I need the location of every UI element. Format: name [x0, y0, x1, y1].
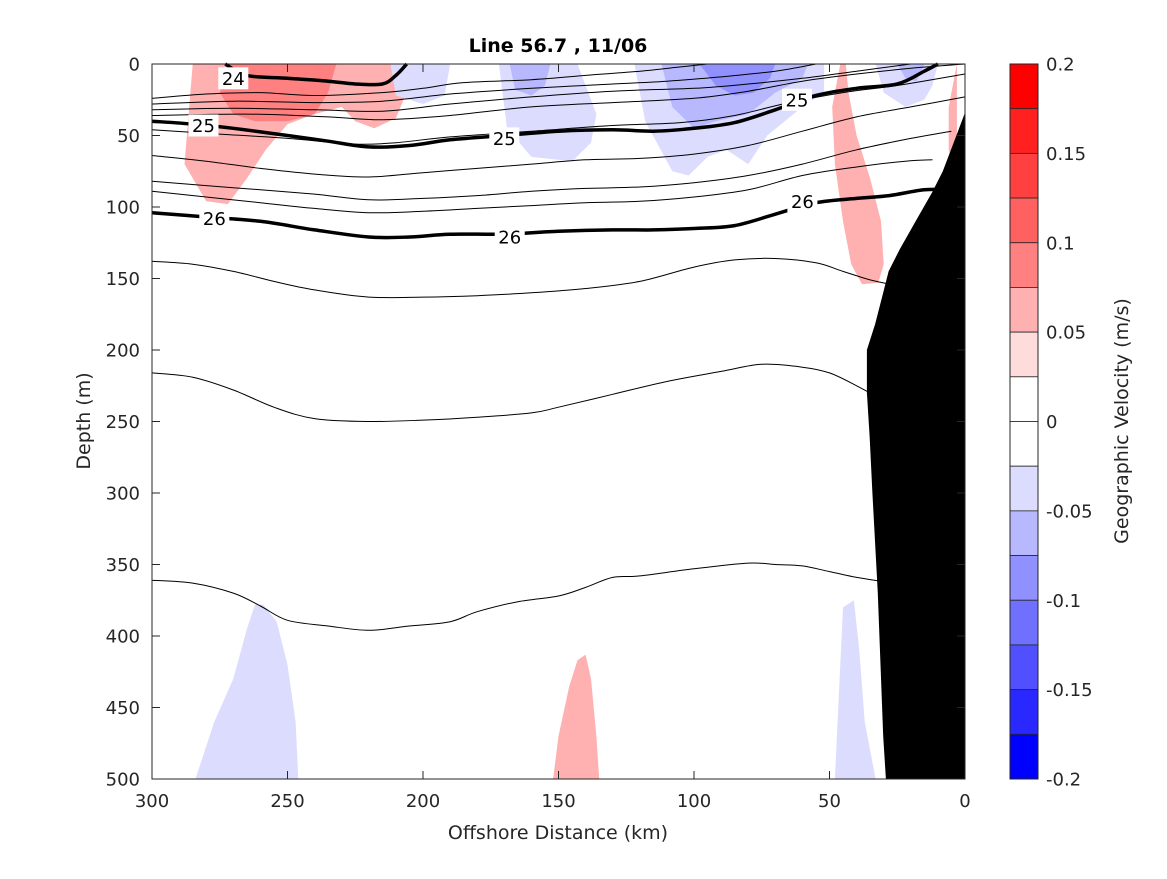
contour-label: 25: [493, 129, 516, 150]
isopycnal-contour: [151, 63, 708, 99]
contour-label: 25: [192, 116, 215, 137]
colorbar-swatch: [1009, 108, 1039, 154]
y-axis: 0 50 100 150 200 250 300 350 400 450 500: [106, 55, 965, 791]
bathymetry-layer: [866, 113, 966, 780]
x-axis: 300 250 200 150 100 50 0: [135, 64, 971, 812]
x-tick-label: 250: [270, 791, 304, 812]
velocity-patch: [195, 604, 299, 779]
isopycnal-25-contour: [151, 62, 939, 149]
isopycnal-contour: [151, 130, 952, 201]
thin-isopycnal-layer: [151, 63, 966, 631]
colorbar-swatch: [1009, 733, 1039, 780]
x-tick-label: 100: [677, 791, 711, 812]
colorbar-tick-label: -0.15: [1046, 680, 1093, 701]
x-tick-label: 200: [406, 791, 440, 812]
isopycnal-contour: [151, 257, 898, 299]
contour-label: 26: [498, 228, 521, 249]
isopycnal-26-contour: [151, 187, 952, 240]
y-tick-label: 300: [106, 484, 140, 505]
contour-label-bg: [787, 190, 818, 213]
bold-isopycnal-layer: [151, 62, 952, 240]
contour-label: 24: [222, 69, 245, 90]
isopycnal-contour: [151, 73, 966, 145]
y-tick-label: 150: [106, 269, 140, 290]
colorbar-tick-label: -0.05: [1046, 501, 1093, 522]
colorbar: 0.2 0.15 0.1 0.05 0 -0.05 -0.1 -0.15 -0.2: [1009, 55, 1093, 791]
contour-label: 26: [203, 209, 226, 230]
contour-label-bg: [218, 67, 249, 90]
colorbar-tick-label: 0.2: [1046, 55, 1075, 76]
velocity-patch: [661, 64, 808, 129]
colorbar-swatch: [1009, 376, 1039, 422]
colorbar-swatch: [1009, 555, 1039, 601]
contour-label-bg: [781, 88, 812, 111]
colorbar-swatch: [1009, 331, 1039, 378]
colorbar-swatch: [1009, 242, 1039, 288]
x-tick-label: 0: [959, 791, 970, 812]
isopycnal-contour: [151, 96, 966, 178]
colorbar-tick-label: 0.1: [1046, 233, 1075, 254]
colorbar-swatch: [1009, 689, 1039, 735]
velocity-fill-layer: [184, 64, 957, 779]
colorbar-tick-label: 0: [1046, 412, 1057, 433]
isopycnal-24-contour: [224, 62, 408, 87]
colorbar-swatch: [1009, 465, 1039, 512]
y-tick-label: 350: [106, 555, 140, 576]
colorbar-swatch: [1009, 63, 1039, 110]
velocity-patch: [553, 654, 600, 779]
y-tick-label: 0: [129, 55, 140, 76]
colorbar-tick-label: 0.15: [1046, 144, 1086, 165]
colorbar-swatch: [1009, 152, 1039, 199]
colorbar-swatch: [1009, 197, 1039, 244]
isopycnal-contour: [151, 63, 816, 105]
colorbar-frame: [1009, 63, 1039, 780]
colorbar-swatch: [1009, 644, 1039, 691]
contour-label-bg: [188, 114, 219, 137]
isopycnal-contour: [151, 159, 933, 214]
velocity-patch: [834, 600, 876, 779]
contour-label: 25: [786, 90, 809, 111]
y-tick-label: 500: [106, 770, 140, 791]
y-tick-label: 450: [106, 698, 140, 719]
y-tick-label: 50: [117, 126, 140, 147]
bathymetry: [866, 113, 966, 780]
isopycnal-contour: [151, 63, 966, 121]
velocity-patch: [832, 64, 884, 285]
colorbar-tick-label: -0.2: [1046, 770, 1081, 791]
contour-label-bg: [199, 207, 230, 230]
plot-area: [152, 64, 965, 779]
isopycnal-contour: [151, 63, 911, 112]
colorbar-label: Geographic Velocity (m/s): [1111, 298, 1133, 544]
isopycnal-contour: [151, 562, 884, 631]
y-tick-label: 250: [106, 412, 140, 433]
contour-label-layer: 24 25 25 25 26 26 26: [188, 67, 818, 249]
x-axis-label: Offshore Distance (km): [448, 822, 668, 844]
colorbar-swatch: [1009, 287, 1039, 333]
y-tick-label: 400: [106, 627, 140, 648]
y-tick-label: 200: [106, 341, 140, 362]
contour-label-bg: [489, 127, 520, 150]
x-tick-label: 150: [541, 791, 575, 812]
x-tick-label: 50: [818, 791, 841, 812]
velocity-patch: [875, 64, 938, 107]
colorbar-tick-label: 0.05: [1046, 323, 1086, 344]
colorbar-tick-label: -0.1: [1046, 591, 1081, 612]
colorbar-swatch: [1009, 421, 1039, 467]
y-axis-label: Depth (m): [73, 372, 95, 469]
y-tick-label: 100: [106, 198, 140, 219]
velocity-patch: [390, 64, 451, 104]
contour-label-bg: [494, 226, 525, 249]
isopycnal-contour: [151, 363, 898, 423]
velocity-patch: [699, 64, 776, 96]
colorbar-swatch: [1009, 510, 1039, 556]
colorbar-swatch: [1009, 599, 1039, 646]
chart-title: Line 56.7 , 11/06: [469, 35, 648, 57]
x-tick-label: 300: [135, 791, 169, 812]
contour-label: 26: [791, 192, 814, 213]
